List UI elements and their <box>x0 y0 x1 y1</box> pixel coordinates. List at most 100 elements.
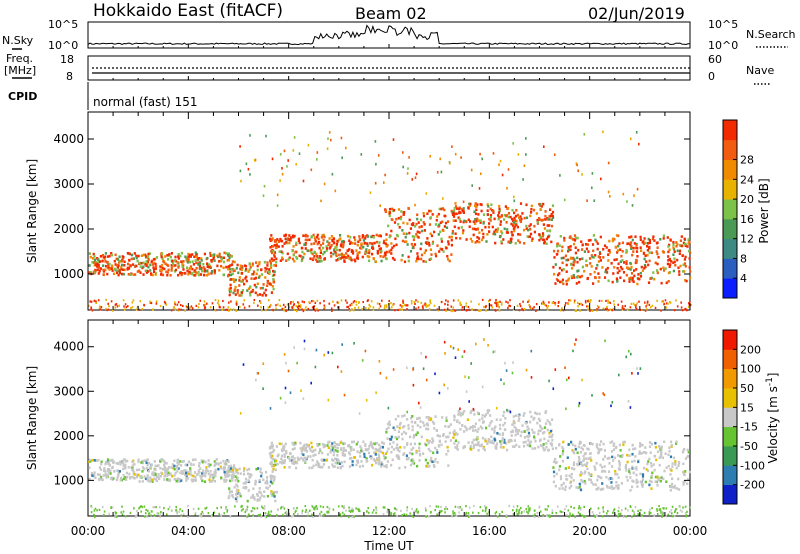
range-cell <box>640 249 643 252</box>
range-cell <box>322 463 325 466</box>
range-cell <box>631 204 634 207</box>
range-cell <box>225 252 228 255</box>
range-cell <box>318 246 321 250</box>
range-cell <box>375 233 378 237</box>
range-cell <box>639 442 642 445</box>
range-cell <box>412 462 416 465</box>
range-cell <box>556 249 560 253</box>
range-cell <box>443 214 446 218</box>
range-cell <box>99 305 101 308</box>
range-cell <box>592 513 595 516</box>
range-cell <box>444 508 446 511</box>
range-cell <box>646 303 648 306</box>
range-cell <box>93 471 96 474</box>
range-cell <box>116 476 119 480</box>
range-cell <box>622 192 625 196</box>
range-cell <box>679 239 682 242</box>
range-cell <box>457 226 460 230</box>
range-cell <box>304 238 307 242</box>
range-cell <box>395 437 399 441</box>
range-cell <box>594 468 597 471</box>
range-cell <box>401 229 404 232</box>
range-cell <box>587 448 590 451</box>
range-cell <box>328 241 331 245</box>
range-cell <box>400 215 403 219</box>
range-cell <box>177 266 180 269</box>
range-cell <box>197 306 200 309</box>
range-cell <box>270 234 273 237</box>
range-cell <box>351 252 355 255</box>
range-cell <box>496 442 499 446</box>
range-cell <box>616 472 619 476</box>
range-cell <box>479 219 482 222</box>
colorbar-swatch <box>723 278 737 299</box>
range-cell <box>224 480 227 483</box>
range-cell <box>236 263 239 267</box>
range-cell <box>605 246 608 249</box>
range-cell <box>370 442 373 446</box>
range-cell <box>578 303 581 306</box>
range-cell <box>650 442 653 446</box>
range-cell <box>522 309 525 312</box>
range-cell <box>434 446 437 450</box>
range-cell <box>609 477 612 480</box>
range-cell <box>230 476 233 480</box>
range-cell <box>551 433 554 437</box>
range-cell <box>621 307 623 310</box>
range-cell <box>617 510 620 513</box>
range-cell <box>266 482 269 485</box>
range-cell <box>447 425 450 429</box>
range-cell <box>667 280 670 283</box>
range-cell <box>347 254 350 258</box>
range-cell <box>240 280 243 283</box>
range-cell <box>468 506 471 509</box>
range-cell <box>227 496 230 500</box>
range-cell <box>203 480 207 483</box>
range-cell <box>477 237 481 240</box>
range-cell <box>683 447 686 451</box>
range-cell <box>527 505 530 508</box>
range-cell <box>231 479 234 482</box>
range-cell <box>324 513 326 516</box>
range-cell <box>684 470 687 473</box>
range-cell <box>386 450 389 454</box>
range-cell <box>373 451 376 454</box>
range-cell <box>405 304 408 307</box>
range-cell <box>233 464 236 467</box>
range-cell <box>406 304 409 307</box>
range-cell <box>545 304 547 307</box>
range-cell <box>414 421 417 425</box>
range-cell <box>482 236 485 239</box>
range-cell <box>425 192 428 195</box>
y-tick-label: 2000 <box>53 429 84 443</box>
range-cell <box>682 270 685 273</box>
range-cell <box>202 472 205 475</box>
range-cell <box>654 441 657 445</box>
range-cell <box>530 415 533 418</box>
range-cell <box>573 506 575 510</box>
range-cell <box>537 445 540 449</box>
range-cell <box>572 463 575 467</box>
range-cell <box>485 309 487 312</box>
range-cell <box>665 281 668 285</box>
range-cell <box>551 509 554 512</box>
range-cell <box>421 229 424 233</box>
range-cell <box>452 346 455 350</box>
range-cell <box>231 260 234 263</box>
range-cell <box>219 465 222 469</box>
range-cell <box>187 460 190 464</box>
range-cell <box>591 243 595 246</box>
range-cell <box>681 254 684 258</box>
range-cell <box>458 207 461 211</box>
range-cell <box>133 252 136 255</box>
range-cell <box>400 210 403 213</box>
range-cell <box>653 239 656 242</box>
range-cell <box>487 409 490 412</box>
range-cell <box>266 281 269 284</box>
colorbar-tick-label: -15 <box>740 421 758 434</box>
range-cell <box>682 263 685 267</box>
range-cell <box>300 255 303 258</box>
range-cell <box>451 310 454 313</box>
range-cell <box>331 442 334 445</box>
